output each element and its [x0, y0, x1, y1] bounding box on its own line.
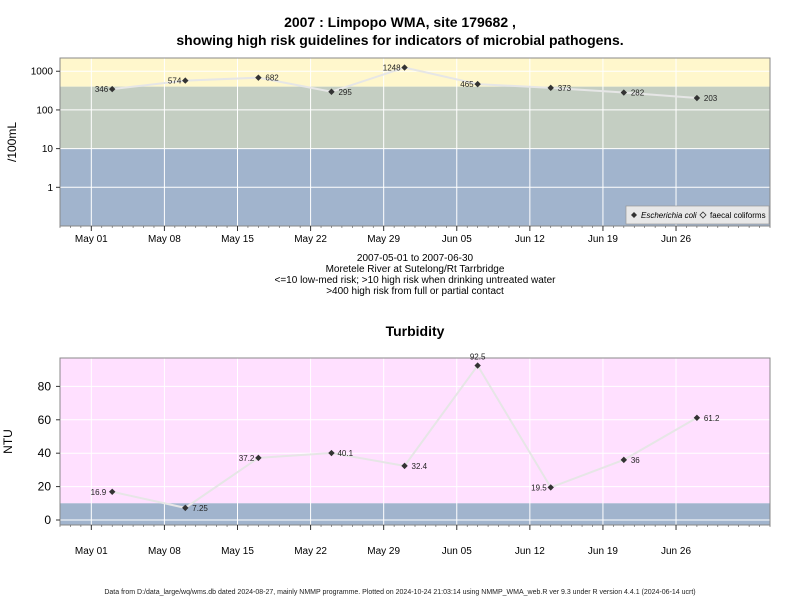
x-tick-label: May 22 — [294, 234, 327, 245]
y-tick-label: 1000 — [31, 67, 54, 78]
y-tick-label: 60 — [38, 413, 52, 427]
ecoli-point — [474, 80, 481, 88]
turbidity-chart: 0 20 40 60 80 May 01 May 08 May 15 May 22 May 29 J… — [1, 353, 771, 557]
turbidity-point — [328, 449, 335, 457]
turbidity-point — [401, 462, 408, 470]
legend: Escherichia coli faecal coliforms — [625, 205, 770, 225]
turbidity-value-label: 19.5 — [531, 483, 547, 492]
turbidity-point — [693, 414, 701, 421]
x-tick-label: Jun 05 — [442, 234, 472, 245]
turbidity-value-label: 92.5 — [470, 353, 486, 362]
y-axis-label: NTU — [1, 429, 15, 454]
legend-faecal-marker — [699, 211, 707, 219]
ecoli-point — [328, 88, 335, 95]
turbidity-value-label: 36 — [631, 456, 640, 465]
ecoli-value-label: 282 — [631, 89, 645, 98]
ecoli-point — [547, 84, 554, 92]
ecoli-value-label: 373 — [558, 84, 572, 93]
turbidity-point — [547, 484, 554, 491]
turbidity-point — [182, 504, 189, 512]
microbial-chart: 1 10 100 1000 May 01 May 08 May 15 May 22 May 29… — [5, 57, 771, 245]
y-tick-label: 40 — [38, 446, 52, 460]
y-tick-label: 20 — [38, 480, 52, 494]
subtitle-site: Moretele River at Sutelong/Rt Tarrbridge — [325, 264, 505, 275]
x-tick-label: May 08 — [148, 234, 181, 245]
turbidity-value-label: 16.9 — [91, 488, 107, 497]
turbidity-point — [255, 454, 262, 462]
turbidity-value-label: 40.1 — [337, 449, 353, 458]
x-tick-label: Jun 19 — [588, 546, 618, 557]
x-tick-label: Jun 26 — [661, 234, 691, 245]
legend-faecal-label: faecal coliforms — [710, 211, 766, 220]
ecoli-point — [182, 77, 189, 84]
x-tick-label: May 29 — [367, 234, 400, 245]
low-turbidity-band — [60, 503, 770, 525]
ecoli-value-label: 682 — [265, 74, 279, 83]
high-risk-drinking-band — [60, 86, 770, 149]
ecoli-value-label: 295 — [338, 88, 352, 97]
subtitle-drinking-risk: <=10 low-med risk; >10 high risk when dr… — [274, 275, 556, 286]
x-tick-label: Jun 12 — [515, 234, 545, 245]
x-tick-label: Jun 05 — [442, 546, 472, 557]
turbidity-value-label: 7.25 — [192, 504, 208, 513]
y-tick-label: 1 — [47, 183, 53, 194]
y-tick-label: 80 — [38, 379, 52, 393]
x-tick-label: May 08 — [148, 546, 181, 557]
chart-title-line2: showing high risk guidelines for indicat… — [176, 32, 624, 48]
ecoli-value-label: 574 — [168, 77, 182, 86]
subtitle-date-range: 2007-05-01 to 2007-06-30 — [356, 253, 474, 264]
x-tick-label: Jun 12 — [515, 546, 545, 557]
y-tick-label: 0 — [44, 513, 51, 527]
y-axis-label: /100mL — [5, 122, 19, 162]
x-tick-label: Jun 19 — [588, 234, 618, 245]
turbidity-value-label: 61.2 — [704, 414, 720, 423]
x-tick-label: May 15 — [221, 546, 254, 557]
chart-title-line1: 2007 : Limpopo WMA, site 179682 , — [284, 14, 516, 30]
turbidity-value-label: 37.2 — [239, 454, 255, 463]
x-tick-label: May 29 — [367, 546, 400, 557]
ecoli-point — [693, 94, 701, 102]
turbidity-point — [474, 362, 481, 369]
x-tick-label: May 15 — [221, 234, 254, 245]
turbidity-value-label: 32.4 — [412, 462, 428, 471]
legend-ecoli-marker — [631, 212, 637, 218]
ecoli-value-label: 346 — [95, 85, 109, 94]
y-tick-label: 10 — [42, 144, 54, 155]
high-turbidity-band — [60, 358, 770, 504]
x-tick-label: Jun 26 — [661, 546, 691, 557]
ecoli-point — [255, 74, 262, 81]
x-tick-label: May 01 — [75, 234, 108, 245]
ecoli-point — [109, 85, 116, 93]
turbidity-point — [620, 456, 628, 464]
y-tick-label: 100 — [36, 105, 53, 116]
x-tick-label: May 01 — [75, 546, 108, 557]
ecoli-point — [620, 89, 628, 96]
turbidity-title: Turbidity — [385, 323, 445, 339]
footer-note: Data from D:/data_large/wq/wms.db dated … — [104, 589, 696, 596]
x-tick-label: May 22 — [294, 546, 327, 557]
ecoli-value-label: 465 — [460, 80, 474, 89]
subtitle-contact-risk: >400 high risk from full or partial cont… — [326, 286, 504, 297]
legend-box — [625, 205, 770, 225]
ecoli-value-label: 1248 — [383, 64, 401, 73]
ecoli-value-label: 203 — [704, 94, 718, 103]
legend-ecoli-label: Escherichia coli — [641, 211, 697, 220]
